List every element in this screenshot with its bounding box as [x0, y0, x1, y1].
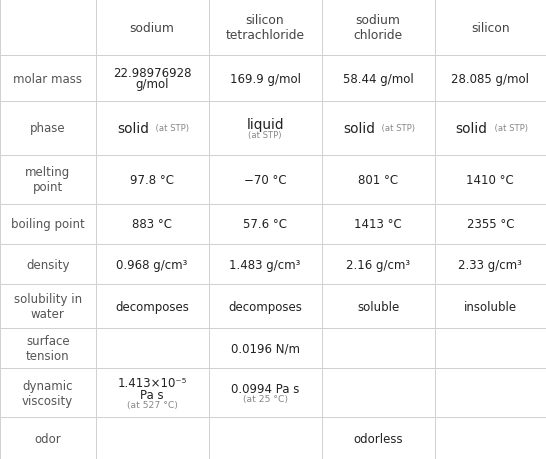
Text: solid: solid — [456, 122, 488, 135]
Text: odorless: odorless — [353, 432, 403, 445]
Text: 169.9 g/mol: 169.9 g/mol — [229, 73, 301, 85]
Text: decomposes: decomposes — [228, 300, 302, 313]
Text: soluble: soluble — [357, 300, 399, 313]
Text: boiling point: boiling point — [11, 218, 85, 231]
Text: (at STP): (at STP) — [376, 124, 416, 133]
Text: solubility in
water: solubility in water — [14, 292, 82, 320]
Text: odor: odor — [34, 432, 61, 445]
Text: (at STP): (at STP) — [248, 130, 282, 140]
Text: silicon
tetrachloride: silicon tetrachloride — [225, 14, 305, 42]
Text: solid: solid — [117, 122, 149, 135]
Text: 0.0994 Pa s: 0.0994 Pa s — [231, 382, 299, 395]
Text: 801 °C: 801 °C — [358, 174, 398, 186]
Text: Pa s: Pa s — [140, 388, 164, 401]
Text: sodium
chloride: sodium chloride — [354, 14, 402, 42]
Text: 22.98976928: 22.98976928 — [113, 67, 191, 80]
Text: liquid: liquid — [246, 118, 284, 132]
Text: surface
tension: surface tension — [26, 335, 69, 363]
Text: −70 °C: −70 °C — [244, 174, 287, 186]
Text: solid: solid — [343, 122, 375, 135]
Text: phase: phase — [30, 122, 66, 135]
Text: 58.44 g/mol: 58.44 g/mol — [343, 73, 413, 85]
Text: 0.968 g/cm³: 0.968 g/cm³ — [116, 258, 188, 271]
Text: 0.0196 N/m: 0.0196 N/m — [230, 342, 300, 355]
Text: melting
point: melting point — [25, 166, 70, 194]
Text: 2355 °C: 2355 °C — [467, 218, 514, 231]
Text: (at STP): (at STP) — [150, 124, 189, 133]
Text: silicon: silicon — [471, 22, 509, 34]
Text: 2.33 g/cm³: 2.33 g/cm³ — [459, 258, 522, 271]
Text: 1410 °C: 1410 °C — [466, 174, 514, 186]
Text: insoluble: insoluble — [464, 300, 517, 313]
Text: (at STP): (at STP) — [489, 124, 527, 133]
Text: density: density — [26, 258, 69, 271]
Text: 883 °C: 883 °C — [132, 218, 172, 231]
Text: 1413 °C: 1413 °C — [354, 218, 402, 231]
Text: 28.085 g/mol: 28.085 g/mol — [452, 73, 529, 85]
Text: molar mass: molar mass — [13, 73, 82, 85]
Text: 2.16 g/cm³: 2.16 g/cm³ — [346, 258, 410, 271]
Text: 1.413×10⁻⁵: 1.413×10⁻⁵ — [117, 376, 187, 389]
Text: sodium: sodium — [129, 22, 175, 34]
Text: (at 527 °C): (at 527 °C) — [127, 400, 177, 409]
Text: dynamic
viscosity: dynamic viscosity — [22, 379, 73, 407]
Text: 97.8 °C: 97.8 °C — [130, 174, 174, 186]
Text: 1.483 g/cm³: 1.483 g/cm³ — [229, 258, 301, 271]
Text: 57.6 °C: 57.6 °C — [243, 218, 287, 231]
Text: decomposes: decomposes — [115, 300, 189, 313]
Text: g/mol: g/mol — [135, 78, 169, 91]
Text: (at 25 °C): (at 25 °C) — [242, 394, 288, 403]
